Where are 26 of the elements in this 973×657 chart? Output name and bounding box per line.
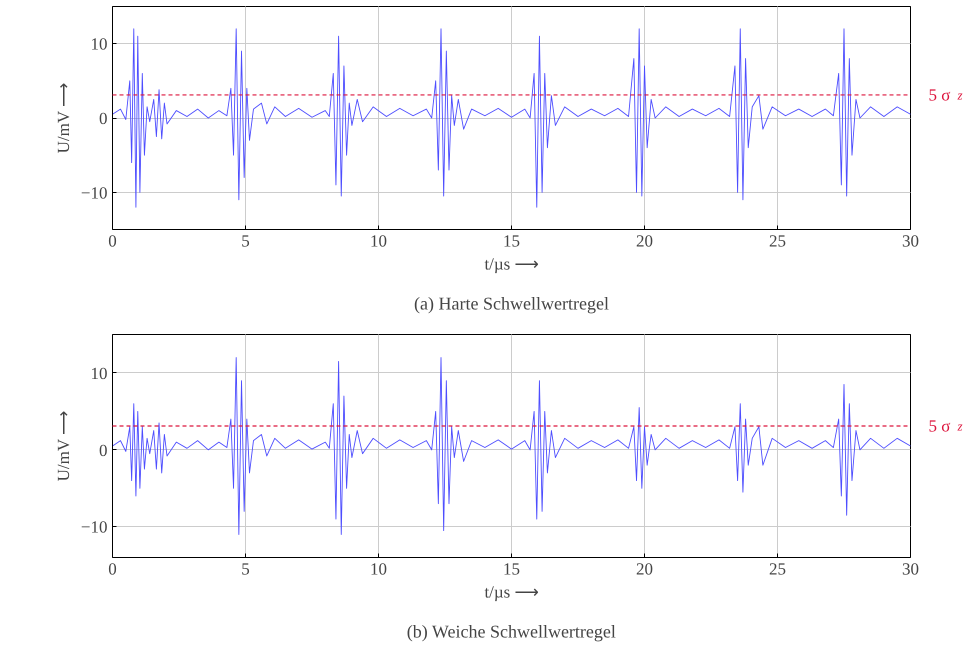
line-series xyxy=(112,357,910,535)
x-tick-label: 10 xyxy=(370,560,387,578)
x-tick-label: 20 xyxy=(636,560,653,578)
x-tick-label: 15 xyxy=(503,232,520,250)
x-tick-label: 5 xyxy=(241,560,250,578)
y-tick-label: 0 xyxy=(99,440,108,460)
x-tick-label: 20 xyxy=(636,232,653,250)
x-tick-label: 30 xyxy=(902,560,919,578)
x-tick-label: 10 xyxy=(370,232,387,250)
y-tick-label: 0 xyxy=(99,109,108,128)
x-tick-label: 15 xyxy=(503,560,520,578)
x-tick-label: 25 xyxy=(769,232,786,250)
text: (a) Harte Schwellwertregel xyxy=(414,294,609,314)
line-series xyxy=(112,28,910,208)
x-tick-label: 25 xyxy=(769,560,786,578)
x-tick-label: 30 xyxy=(902,232,919,250)
x-tick-label: 5 xyxy=(241,232,250,250)
y-axis-title: U/mV ⟶ xyxy=(54,82,73,154)
y-tick-label: 10 xyxy=(90,34,108,54)
x-axis-title: t/µs ⟶ xyxy=(484,582,539,602)
y-tick-label: 10 xyxy=(90,364,108,383)
x-axis-title: t/µs ⟶ xyxy=(484,254,539,274)
y-axis-title: U/mV ⟶ xyxy=(54,410,73,482)
text: (b) Weiche Schwellwertregel xyxy=(406,622,616,642)
y-tick-label: −10 xyxy=(80,518,108,537)
y-tick-label: −10 xyxy=(80,183,108,202)
